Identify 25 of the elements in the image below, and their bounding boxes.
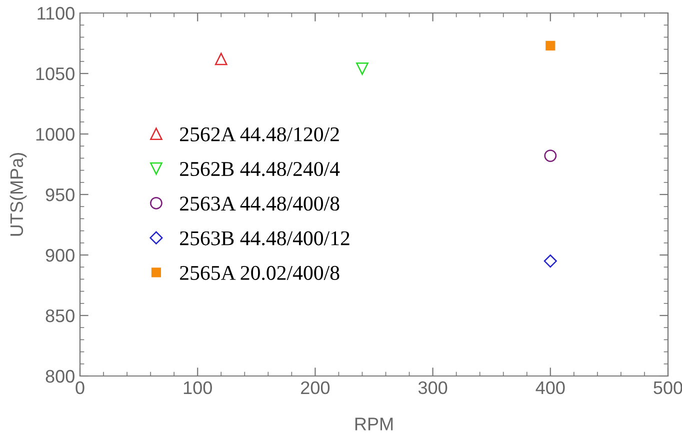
- point: [544, 150, 557, 162]
- y-tick-label: 950: [46, 188, 74, 202]
- y-tick-label: 800: [46, 370, 74, 383]
- point: [546, 40, 556, 50]
- point: [214, 52, 228, 66]
- x-tick-label: 500: [654, 381, 682, 394]
- y-tick-label: 1100: [38, 6, 74, 20]
- x-tick-label: 0: [76, 381, 84, 394]
- y-tick-label: 900: [46, 248, 74, 262]
- y-axis-title: UTS(MPa): [10, 152, 27, 236]
- legend-label: 2562A 44.48/120/2: [180, 127, 339, 142]
- x-tick-label: 300: [418, 381, 448, 394]
- y-tick-label: 1000: [36, 128, 74, 141]
- x-tick-label: 400: [536, 381, 565, 394]
- x-tick-label: 200: [301, 381, 330, 394]
- x-axis-title: RPM: [355, 418, 393, 430]
- x-tick-label: 100: [184, 381, 212, 394]
- legend-label: 2563A 44.48/400/8: [180, 196, 340, 211]
- y-tick-label: 850: [46, 309, 74, 322]
- legend-label: 2565A 20.02/400/8: [180, 266, 340, 280]
- y-tick-label: 1050: [36, 67, 74, 80]
- point: [356, 62, 368, 75]
- legend-label: 2562B 44.48/240/4: [180, 162, 340, 176]
- legend-label: 2563B 44.48/400/12: [180, 231, 350, 246]
- point: [544, 254, 557, 268]
